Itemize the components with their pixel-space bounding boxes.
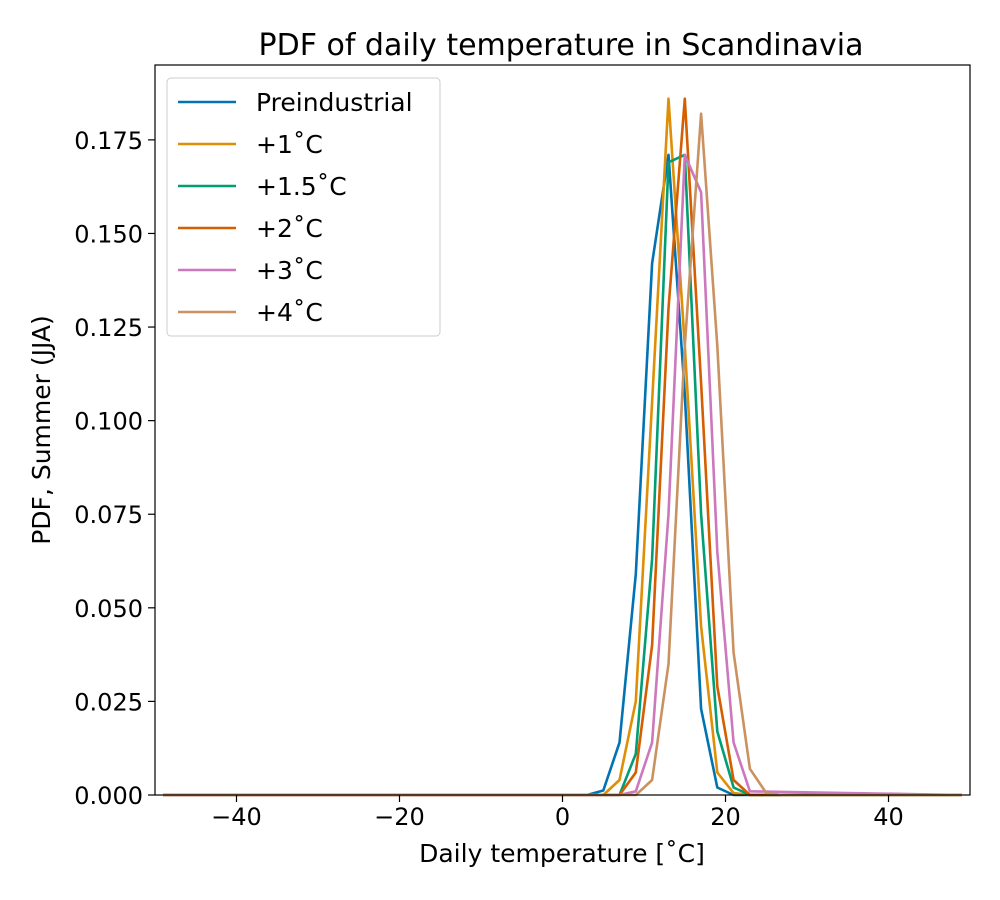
x-tick-label: −20 <box>374 803 425 831</box>
y-axis-label: PDF, Summer (JJA) <box>27 315 56 545</box>
y-tick-label: 0.050 <box>74 595 143 623</box>
x-tick-label: 40 <box>873 803 904 831</box>
legend-label-3: +2˚C <box>256 214 323 243</box>
x-axis-ticks: −40 −20 0 20 40 <box>211 795 904 831</box>
legend-label-1: +1˚C <box>256 130 323 159</box>
y-tick-label: 0.000 <box>74 782 143 810</box>
y-tick-label: 0.125 <box>74 314 143 342</box>
y-tick-label: 0.175 <box>74 127 143 155</box>
y-axis-ticks: 0.000 0.025 0.050 0.075 0.100 0.125 0.150 0.175 <box>74 127 155 810</box>
series-lines <box>163 97 962 797</box>
legend-label-4: +3˚C <box>256 256 323 285</box>
x-tick-label: 20 <box>710 803 741 831</box>
legend: Preindustrial +1˚C +1.5˚C +2˚C +3˚C +4˚C <box>166 77 441 337</box>
legend-label-2: +1.5˚C <box>256 172 347 201</box>
x-tick-label: 0 <box>555 803 570 831</box>
x-tick-label: −40 <box>211 803 262 831</box>
chart-title: PDF of daily temperature in Scandinavia <box>259 28 864 63</box>
series-line-5 <box>163 112 962 797</box>
legend-label-0: Preindustrial <box>256 88 413 117</box>
series-line-3 <box>163 97 962 797</box>
y-tick-label: 0.100 <box>74 408 143 436</box>
series-line-1 <box>163 97 962 797</box>
legend-label-5: +4˚C <box>256 298 323 327</box>
legend-box <box>166 77 441 337</box>
y-tick-label: 0.150 <box>74 220 143 248</box>
y-tick-label: 0.025 <box>74 688 143 716</box>
x-axis-label: Daily temperature [˚C] <box>419 839 705 868</box>
y-tick-label: 0.075 <box>74 501 143 529</box>
series-line-4 <box>163 153 962 797</box>
